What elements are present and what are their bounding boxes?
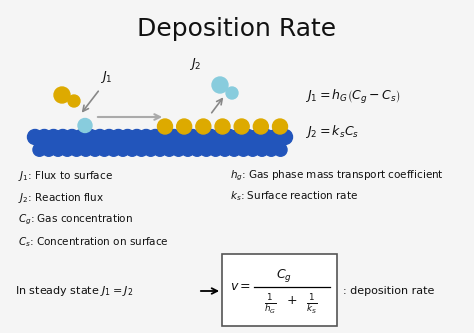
Text: Deposition Rate: Deposition Rate: [137, 17, 337, 41]
Circle shape: [222, 130, 237, 145]
Circle shape: [274, 143, 287, 156]
Circle shape: [70, 143, 83, 156]
Circle shape: [101, 130, 117, 145]
Circle shape: [209, 143, 222, 156]
Circle shape: [74, 130, 89, 145]
Circle shape: [55, 130, 70, 145]
Circle shape: [253, 119, 268, 134]
Text: $C_g$: Gas concentration: $C_g$: Gas concentration: [18, 213, 133, 227]
Circle shape: [138, 130, 154, 145]
Text: $\frac{1}{h_G}$: $\frac{1}{h_G}$: [264, 293, 276, 317]
Text: $J_2$: $J_2$: [189, 56, 201, 72]
Circle shape: [182, 143, 194, 156]
Circle shape: [163, 143, 176, 156]
Circle shape: [196, 119, 211, 134]
Circle shape: [107, 143, 120, 156]
Circle shape: [172, 143, 185, 156]
Text: $J_2 = k_s C_s$: $J_2 = k_s C_s$: [305, 124, 359, 141]
Circle shape: [52, 143, 64, 156]
Circle shape: [148, 130, 163, 145]
Circle shape: [234, 119, 249, 134]
Circle shape: [215, 119, 230, 134]
Text: $\frac{1}{k_S}$: $\frac{1}{k_S}$: [306, 293, 318, 317]
Circle shape: [64, 130, 80, 145]
Circle shape: [277, 130, 292, 145]
Circle shape: [177, 119, 191, 134]
Circle shape: [78, 119, 92, 133]
FancyBboxPatch shape: [222, 254, 337, 326]
Circle shape: [157, 130, 172, 145]
Circle shape: [259, 130, 274, 145]
Circle shape: [61, 143, 74, 156]
Circle shape: [117, 143, 129, 156]
Text: $C_g$: $C_g$: [276, 266, 292, 283]
Circle shape: [33, 143, 46, 156]
Circle shape: [231, 130, 246, 145]
Circle shape: [273, 119, 288, 134]
Circle shape: [194, 130, 209, 145]
Circle shape: [111, 130, 126, 145]
Circle shape: [54, 87, 70, 103]
Circle shape: [265, 143, 278, 156]
Text: $v=$: $v=$: [230, 280, 251, 293]
Circle shape: [213, 130, 228, 145]
Circle shape: [237, 143, 250, 156]
Circle shape: [42, 143, 55, 156]
Circle shape: [157, 119, 173, 134]
Circle shape: [83, 130, 98, 145]
Text: $C_s$: Concentration on surface: $C_s$: Concentration on surface: [18, 235, 169, 249]
Circle shape: [37, 130, 52, 145]
Circle shape: [203, 130, 219, 145]
Text: : deposition rate: : deposition rate: [343, 286, 434, 296]
Circle shape: [185, 130, 200, 145]
Circle shape: [250, 130, 264, 145]
Circle shape: [191, 143, 204, 156]
Circle shape: [135, 143, 148, 156]
Circle shape: [46, 130, 61, 145]
Text: $J_1 = h_G\left(C_g - C_s\right)$: $J_1 = h_G\left(C_g - C_s\right)$: [305, 88, 401, 106]
Circle shape: [246, 143, 259, 156]
Circle shape: [200, 143, 213, 156]
Circle shape: [228, 143, 241, 156]
Circle shape: [120, 130, 135, 145]
Circle shape: [255, 143, 268, 156]
Text: $J_2$: Reaction flux: $J_2$: Reaction flux: [18, 191, 104, 205]
Circle shape: [89, 143, 101, 156]
Circle shape: [176, 130, 191, 145]
Circle shape: [154, 143, 166, 156]
Circle shape: [144, 143, 157, 156]
Circle shape: [68, 95, 80, 107]
Circle shape: [126, 143, 139, 156]
Text: $J_1$: $J_1$: [100, 69, 112, 85]
Text: $k_s$: Surface reaction rate: $k_s$: Surface reaction rate: [230, 189, 358, 203]
Circle shape: [226, 87, 238, 99]
Circle shape: [129, 130, 145, 145]
Circle shape: [268, 130, 283, 145]
Circle shape: [219, 143, 231, 156]
Circle shape: [212, 77, 228, 93]
Text: In steady state $J_1 = J_2$: In steady state $J_1 = J_2$: [15, 284, 133, 298]
Circle shape: [166, 130, 182, 145]
Circle shape: [27, 130, 43, 145]
Text: $J_1$: Flux to surface: $J_1$: Flux to surface: [18, 169, 113, 183]
Text: $+$: $+$: [286, 294, 298, 307]
Circle shape: [92, 130, 107, 145]
Text: $h_g$: Gas phase mass transport coefficient: $h_g$: Gas phase mass transport coeffici…: [230, 169, 444, 183]
Circle shape: [79, 143, 92, 156]
Circle shape: [240, 130, 255, 145]
Circle shape: [98, 143, 111, 156]
